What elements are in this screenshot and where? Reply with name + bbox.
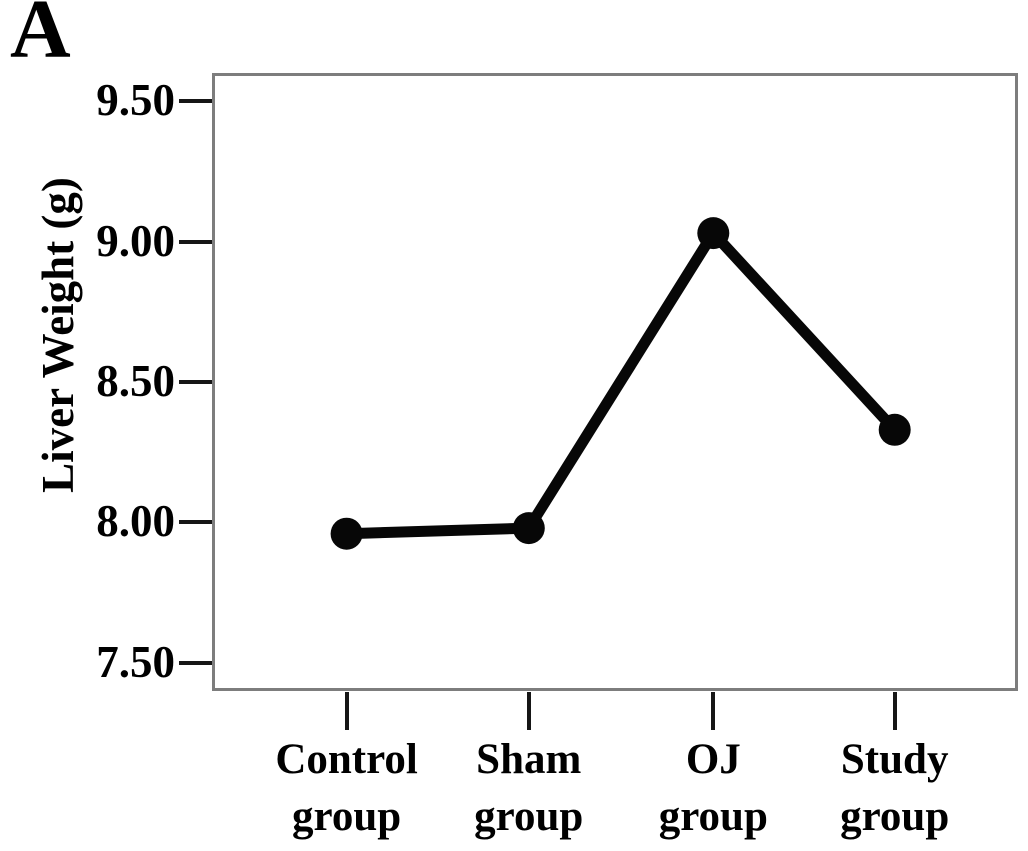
y-tick-mark [179, 380, 212, 384]
x-tick-label: Control [275, 736, 418, 783]
y-tick-label: 9.00 [96, 215, 175, 266]
x-tick-mark [344, 692, 349, 730]
y-tick-label: 7.50 [96, 636, 175, 687]
x-tick-mark [526, 692, 531, 730]
y-tick-mark [179, 99, 212, 104]
data-point-control-group [330, 517, 363, 550]
x-tick-label: group [658, 793, 768, 840]
x-tick-label: OJ [685, 736, 741, 783]
y-tick-mark [179, 660, 212, 665]
y-axis-title: Liver Weight (g) [33, 177, 83, 493]
y-tick-mark [179, 520, 212, 525]
y-tick-label: 8.50 [96, 355, 175, 406]
line-series-svg [330, 217, 911, 550]
series-line [341, 227, 901, 540]
data-point-study-group [878, 413, 911, 446]
panel-label: A [10, 0, 71, 76]
x-tick-label: Study [840, 736, 949, 783]
data-point-sham-group [512, 512, 545, 545]
x-tick-mark [711, 692, 716, 730]
y-tick-label: 8.00 [96, 496, 175, 547]
x-tick-label: group [292, 793, 402, 840]
x-tick-label: group [474, 793, 584, 840]
y-tick-label: 9.50 [96, 75, 175, 126]
y-tick-mark [179, 239, 212, 244]
x-tick-label: Sham [476, 736, 582, 783]
x-tick-mark [892, 692, 897, 730]
data-point-oj-group [697, 217, 730, 250]
x-tick-label: group [840, 793, 950, 840]
